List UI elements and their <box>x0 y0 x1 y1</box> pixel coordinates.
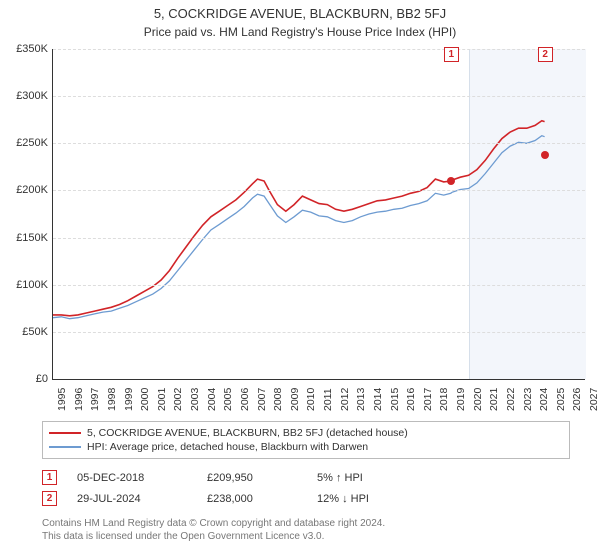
sale-marker-inline: 1 <box>42 470 57 485</box>
x-tick-label: 1998 <box>106 388 118 411</box>
gridline-h <box>53 143 585 144</box>
x-tick-label: 2006 <box>239 388 251 411</box>
x-tick-label: 2013 <box>355 388 367 411</box>
x-tick-label: 2017 <box>422 388 434 411</box>
chart-area: 12 £0£50K£100K£150K£200K£250K£300K£350K1… <box>10 45 590 415</box>
sale-diff: 5% ↑ HPI <box>317 472 417 484</box>
x-tick-label: 2012 <box>339 388 351 411</box>
x-tick-label: 2014 <box>372 388 384 411</box>
y-tick-label: £250K <box>10 137 48 149</box>
legend-swatch <box>49 446 81 448</box>
x-tick-label: 2020 <box>472 388 484 411</box>
x-tick-label: 2015 <box>389 388 401 411</box>
x-tick-label: 1996 <box>73 388 85 411</box>
x-tick-label: 1997 <box>89 388 101 411</box>
gridline-h <box>53 332 585 333</box>
y-tick-label: £350K <box>10 43 48 55</box>
gridline-h <box>53 190 585 191</box>
x-tick-label: 2004 <box>206 388 218 411</box>
legend-label: 5, COCKRIDGE AVENUE, BLACKBURN, BB2 5FJ … <box>87 427 408 439</box>
x-tick-label: 2026 <box>571 388 583 411</box>
legend-swatch <box>49 432 81 434</box>
x-tick-label: 2025 <box>555 388 567 411</box>
sale-row: 2 29-JUL-2024 £238,000 12% ↓ HPI <box>42 488 590 509</box>
x-tick-label: 2009 <box>289 388 301 411</box>
gridline-h <box>53 285 585 286</box>
credits-line: Contains HM Land Registry data © Crown c… <box>42 517 590 530</box>
x-tick-label: 2010 <box>305 388 317 411</box>
y-tick-label: £100K <box>10 279 48 291</box>
gridline-h <box>53 49 585 50</box>
chart-subtitle: Price paid vs. HM Land Registry's House … <box>0 21 600 45</box>
x-tick-label: 2011 <box>322 388 334 411</box>
x-tick-label: 2002 <box>172 388 184 411</box>
series-hpi <box>53 136 545 319</box>
x-tick-label: 2022 <box>505 388 517 411</box>
x-tick-label: 2007 <box>256 388 268 411</box>
line-series-svg <box>53 49 585 379</box>
x-tick-label: 2000 <box>139 388 151 411</box>
x-tick-label: 2005 <box>222 388 234 411</box>
sale-marker: 1 <box>444 47 459 62</box>
legend-row: HPI: Average price, detached house, Blac… <box>49 440 563 454</box>
sale-dot <box>541 151 549 159</box>
credits: Contains HM Land Registry data © Crown c… <box>42 517 590 543</box>
sale-diff: 12% ↓ HPI <box>317 493 417 505</box>
y-tick-label: £150K <box>10 232 48 244</box>
x-tick-label: 1999 <box>123 388 135 411</box>
legend-row: 5, COCKRIDGE AVENUE, BLACKBURN, BB2 5FJ … <box>49 426 563 440</box>
address-title: 5, COCKRIDGE AVENUE, BLACKBURN, BB2 5FJ <box>0 0 600 21</box>
x-tick-label: 2027 <box>588 388 600 411</box>
sale-price: £209,950 <box>207 472 297 484</box>
gridline-h <box>53 238 585 239</box>
credits-line: This data is licensed under the Open Gov… <box>42 530 590 543</box>
y-tick-label: £0 <box>10 373 48 385</box>
x-tick-label: 1995 <box>56 388 68 411</box>
legend-box: 5, COCKRIDGE AVENUE, BLACKBURN, BB2 5FJ … <box>42 421 570 459</box>
sale-date: 05-DEC-2018 <box>77 472 187 484</box>
x-tick-label: 2001 <box>156 388 168 411</box>
sale-row: 1 05-DEC-2018 £209,950 5% ↑ HPI <box>42 467 590 488</box>
x-tick-label: 2008 <box>272 388 284 411</box>
sale-marker-inline: 2 <box>42 491 57 506</box>
gridline-h <box>53 96 585 97</box>
y-tick-label: £300K <box>10 90 48 102</box>
sale-price: £238,000 <box>207 493 297 505</box>
sale-marker: 2 <box>538 47 553 62</box>
legend-label: HPI: Average price, detached house, Blac… <box>87 441 368 453</box>
y-tick-label: £50K <box>10 326 48 338</box>
sale-dot <box>447 177 455 185</box>
x-tick-label: 2018 <box>438 388 450 411</box>
y-tick-label: £200K <box>10 184 48 196</box>
x-tick-label: 2021 <box>488 388 500 411</box>
plot-area: 12 <box>52 49 585 380</box>
x-tick-label: 2019 <box>455 388 467 411</box>
x-tick-label: 2024 <box>538 388 550 411</box>
x-tick-label: 2003 <box>189 388 201 411</box>
sales-table: 1 05-DEC-2018 £209,950 5% ↑ HPI 2 29-JUL-2024… <box>42 467 590 509</box>
x-tick-label: 2016 <box>405 388 417 411</box>
sale-date: 29-JUL-2024 <box>77 493 187 505</box>
series-price_paid <box>53 121 545 316</box>
x-tick-label: 2023 <box>522 388 534 411</box>
